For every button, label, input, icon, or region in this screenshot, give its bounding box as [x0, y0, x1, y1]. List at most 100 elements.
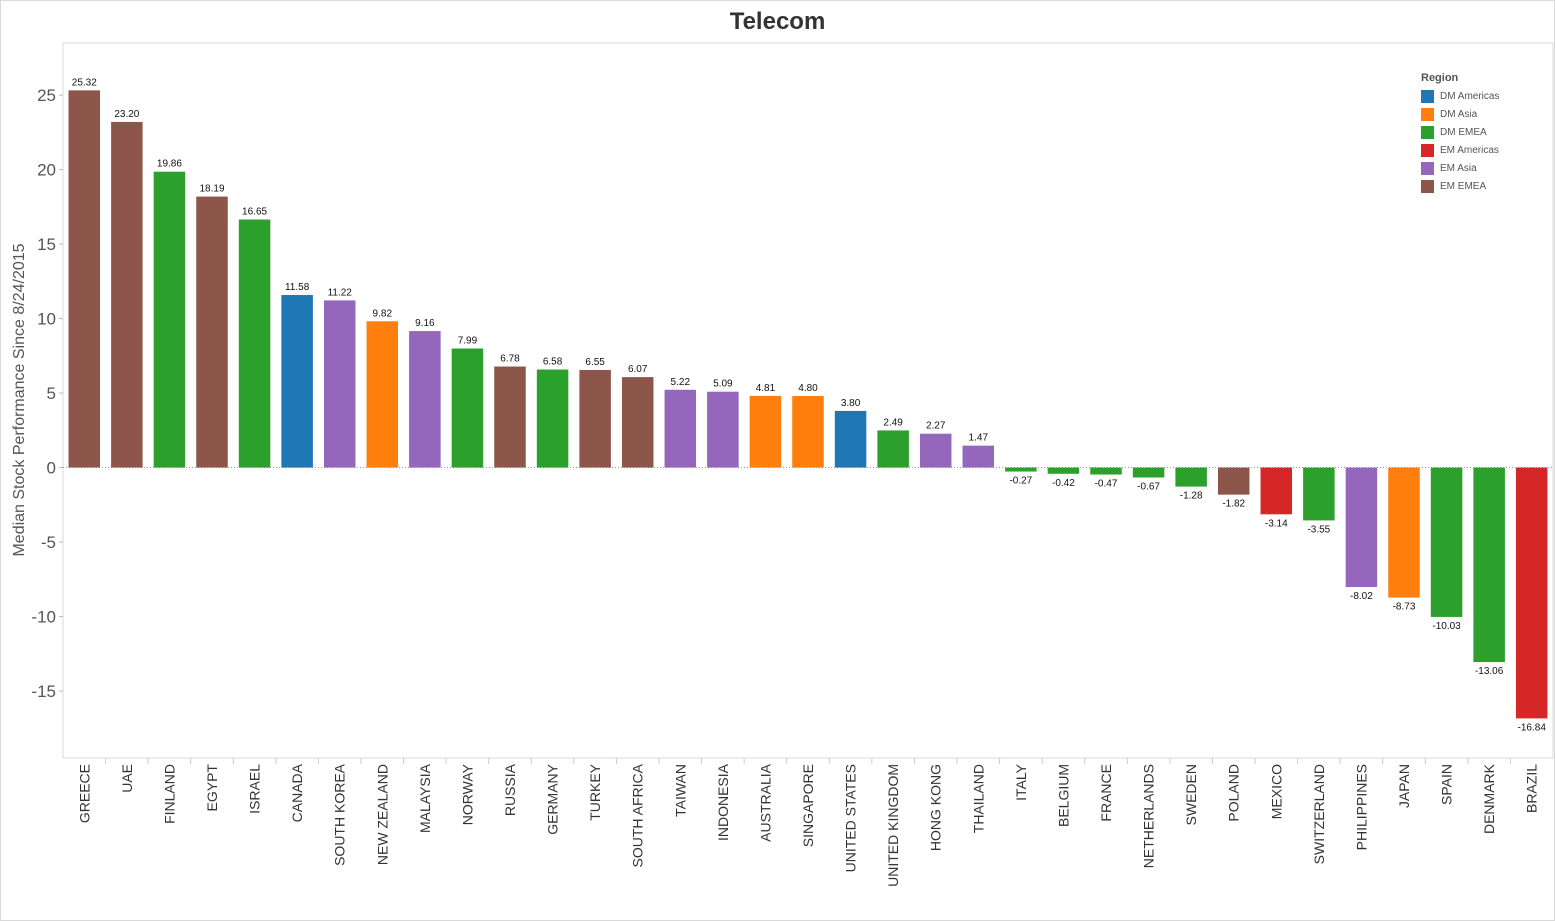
bar-malaysia[interactable] — [409, 331, 441, 468]
legend-item[interactable]: EM EMEA — [1421, 177, 1541, 195]
bar-new-zealand[interactable] — [366, 321, 399, 468]
x-tick-label: JAPAN — [1396, 764, 1412, 808]
legend-item[interactable]: EM Americas — [1421, 141, 1541, 159]
legend-label: DM EMEA — [1440, 126, 1487, 138]
legend-item[interactable]: DM EMEA — [1421, 123, 1541, 141]
data-label: 6.55 — [585, 357, 605, 368]
data-label: 1.47 — [969, 433, 989, 444]
x-tick-label: GREECE — [76, 764, 92, 823]
bar-netherlands[interactable] — [1132, 467, 1165, 478]
data-label: -16.84 — [1518, 722, 1547, 733]
x-tick-label: RUSSIA — [502, 763, 518, 816]
legend-label: DM Asia — [1440, 108, 1478, 120]
data-label: -8.02 — [1350, 591, 1373, 602]
bar-turkey[interactable] — [579, 369, 611, 468]
bar-france[interactable] — [1090, 467, 1122, 475]
bar-australia[interactable] — [749, 395, 782, 468]
data-label: 5.22 — [671, 377, 691, 388]
legend-item[interactable]: DM Asia — [1421, 105, 1541, 123]
bar-denmark[interactable] — [1473, 467, 1505, 663]
bar-poland[interactable] — [1217, 467, 1250, 495]
bar-finland[interactable] — [153, 171, 186, 468]
bar-canada[interactable] — [281, 295, 313, 468]
legend-items: DM Americas DM Asia DM EMEA EM Americas EM A… — [1421, 87, 1541, 195]
bar-united-kingdom[interactable] — [877, 430, 909, 468]
data-label: 6.07 — [628, 364, 648, 375]
data-label: 11.58 — [285, 282, 310, 293]
bar-norway[interactable] — [451, 348, 484, 468]
bar-italy[interactable] — [1005, 467, 1037, 472]
legend-swatch — [1421, 179, 1434, 193]
data-labels-group: 25.32 23.20 19.86 18.19 16.65 11.58 11.22 9.82 9… — [72, 77, 1547, 733]
legend-item[interactable]: DM Americas — [1421, 87, 1541, 105]
legend-swatch — [1421, 143, 1434, 157]
y-tick-label: 15 — [37, 235, 56, 254]
bar-indonesia[interactable] — [707, 391, 739, 468]
bar-israel[interactable] — [238, 219, 271, 468]
data-label: 18.19 — [199, 184, 224, 195]
x-tick-label: FRANCE — [1098, 764, 1114, 822]
legend-label: EM EMEA — [1440, 180, 1487, 192]
bar-belgium[interactable] — [1047, 467, 1080, 474]
x-axis: GREECE UAE FINLAND EGYPT ISRAEL CANADA SOUTH K… — [76, 758, 1540, 887]
x-tick-label: UNITED KINGDOM — [885, 764, 901, 887]
x-tick-label: ITALY — [1013, 763, 1029, 800]
data-label: -0.27 — [1009, 476, 1032, 487]
bar-thailand[interactable] — [962, 445, 995, 468]
bar-russia[interactable] — [494, 366, 526, 468]
x-tick-label: ISRAEL — [247, 764, 263, 814]
data-label: -8.73 — [1393, 602, 1416, 613]
x-tick-label: SOUTH AFRICA — [630, 763, 646, 867]
bar-egypt[interactable] — [196, 196, 228, 468]
bar-mexico[interactable] — [1260, 467, 1293, 515]
legend-label: EM Americas — [1440, 144, 1499, 156]
bar-south-korea[interactable] — [323, 300, 356, 468]
x-tick-label: NEW ZEALAND — [374, 764, 390, 865]
x-tick-label: BRAZIL — [1524, 764, 1540, 813]
bar-singapore[interactable] — [792, 396, 824, 468]
x-tick-label: DENMARK — [1481, 763, 1497, 834]
data-label: -3.55 — [1307, 524, 1330, 535]
bar-brazil[interactable] — [1515, 467, 1548, 719]
y-tick-label: 0 — [47, 459, 56, 478]
x-tick-label: TAIWAN — [672, 764, 688, 817]
x-tick-label: PHILIPPINES — [1353, 764, 1369, 850]
bar-south-africa[interactable] — [621, 377, 654, 468]
bar-united-states[interactable] — [834, 410, 867, 468]
data-label: 7.99 — [458, 336, 478, 347]
bar-uae[interactable] — [111, 121, 143, 468]
data-label: -0.47 — [1095, 479, 1118, 490]
y-tick-label: 20 — [37, 161, 56, 180]
bar-taiwan[interactable] — [664, 389, 697, 468]
x-tick-label: FINLAND — [161, 764, 177, 824]
bar-japan[interactable] — [1388, 467, 1420, 598]
bar-sweden[interactable] — [1175, 467, 1207, 487]
x-tick-label: SWEDEN — [1183, 764, 1199, 825]
bar-germany[interactable] — [536, 369, 569, 468]
data-label: -0.67 — [1137, 482, 1160, 493]
bar-philippines[interactable] — [1345, 467, 1378, 587]
data-label: 9.16 — [415, 318, 435, 329]
data-label: -3.14 — [1265, 518, 1288, 529]
bar-hong-kong[interactable] — [919, 433, 952, 468]
bar-greece[interactable] — [68, 90, 101, 468]
bar-spain[interactable] — [1430, 467, 1463, 617]
data-label: 11.22 — [328, 287, 353, 298]
data-label: 2.49 — [883, 417, 903, 428]
data-label: 4.80 — [798, 383, 818, 394]
data-label: 19.86 — [157, 159, 182, 170]
y-axis-title: Median Stock Performance Since 8/24/2015 — [11, 243, 28, 556]
x-tick-label: SPAIN — [1439, 764, 1455, 805]
data-label: 25.32 — [72, 77, 97, 88]
y-tick-label: -15 — [31, 682, 56, 701]
y-tick-label: -10 — [31, 607, 56, 626]
x-tick-label: UNITED STATES — [843, 764, 859, 872]
x-tick-label: SINGAPORE — [800, 764, 816, 847]
bar-switzerland[interactable] — [1303, 467, 1335, 521]
data-label: 6.78 — [500, 354, 520, 365]
data-label: 23.20 — [114, 109, 139, 120]
x-tick-label: SWITZERLAND — [1311, 764, 1327, 864]
data-label: -1.82 — [1222, 499, 1245, 510]
legend-item[interactable]: EM Asia — [1421, 159, 1541, 177]
